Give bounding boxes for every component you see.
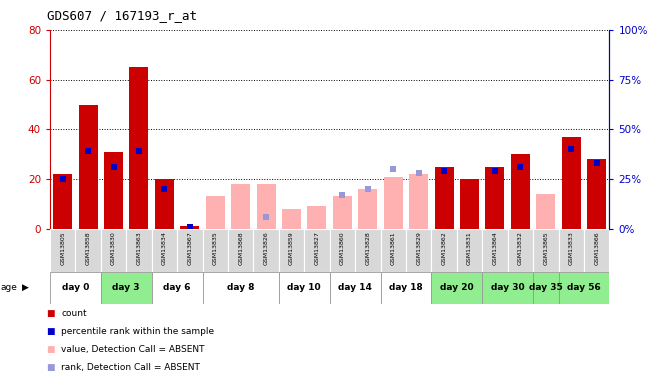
Text: GSM13862: GSM13862: [442, 231, 447, 265]
Text: GSM13866: GSM13866: [594, 231, 599, 264]
Bar: [587, 159, 606, 229]
Text: GSM13835: GSM13835: [212, 231, 218, 265]
Bar: [308, 206, 326, 229]
Text: GSM13858: GSM13858: [86, 231, 91, 264]
Text: ■: ■: [47, 345, 55, 354]
Text: ■: ■: [47, 309, 55, 318]
Bar: [533, 272, 559, 304]
Bar: [482, 229, 507, 272]
Bar: [536, 194, 555, 229]
Text: GSM13865: GSM13865: [543, 231, 548, 264]
Bar: [177, 229, 202, 272]
Text: GSM13830: GSM13830: [111, 231, 116, 265]
Bar: [304, 229, 330, 272]
Text: ■: ■: [47, 327, 55, 336]
Bar: [432, 229, 457, 272]
Bar: [559, 229, 584, 272]
Text: day 3: day 3: [113, 284, 140, 292]
Bar: [333, 196, 352, 229]
Bar: [228, 229, 253, 272]
Text: GSM13826: GSM13826: [264, 231, 268, 265]
Bar: [75, 229, 101, 272]
Text: day 20: day 20: [440, 284, 474, 292]
Bar: [231, 184, 250, 229]
Text: age: age: [1, 284, 17, 292]
Bar: [533, 229, 559, 272]
Bar: [104, 152, 123, 229]
Bar: [561, 137, 581, 229]
Text: GSM13860: GSM13860: [340, 231, 345, 264]
Bar: [155, 179, 174, 229]
Text: day 30: day 30: [491, 284, 525, 292]
Text: value, Detection Call = ABSENT: value, Detection Call = ABSENT: [61, 345, 204, 354]
Text: GSM13828: GSM13828: [366, 231, 370, 265]
Text: day 35: day 35: [529, 284, 563, 292]
Bar: [53, 174, 72, 229]
Bar: [380, 229, 406, 272]
Text: GSM13867: GSM13867: [187, 231, 192, 265]
Text: GSM13868: GSM13868: [238, 231, 243, 264]
Bar: [559, 272, 609, 304]
Text: rank, Detection Call = ABSENT: rank, Detection Call = ABSENT: [61, 363, 200, 372]
Bar: [406, 229, 432, 272]
Text: day 14: day 14: [338, 284, 372, 292]
Bar: [253, 229, 279, 272]
Bar: [202, 272, 279, 304]
Bar: [180, 226, 199, 229]
Text: day 18: day 18: [389, 284, 423, 292]
Bar: [384, 177, 403, 229]
Bar: [101, 229, 127, 272]
Text: day 0: day 0: [62, 284, 89, 292]
Bar: [584, 229, 609, 272]
Bar: [358, 189, 378, 229]
Bar: [206, 196, 224, 229]
Bar: [355, 229, 380, 272]
Text: GDS607 / 167193_r_at: GDS607 / 167193_r_at: [47, 9, 196, 22]
Bar: [432, 272, 482, 304]
Text: percentile rank within the sample: percentile rank within the sample: [61, 327, 214, 336]
Text: GSM13827: GSM13827: [314, 231, 320, 265]
Bar: [482, 272, 533, 304]
Bar: [50, 272, 101, 304]
Text: GSM13829: GSM13829: [416, 231, 421, 265]
Bar: [152, 229, 177, 272]
Text: GSM13834: GSM13834: [162, 231, 167, 265]
Text: day 56: day 56: [567, 284, 601, 292]
Text: GSM13863: GSM13863: [137, 231, 141, 265]
Bar: [152, 272, 202, 304]
Bar: [511, 154, 530, 229]
Bar: [330, 272, 380, 304]
Text: ▶: ▶: [22, 284, 29, 292]
Text: GSM13832: GSM13832: [518, 231, 523, 265]
Text: GSM13833: GSM13833: [569, 231, 573, 265]
Text: GSM13861: GSM13861: [391, 231, 396, 264]
Bar: [282, 209, 301, 229]
Bar: [79, 105, 98, 229]
Text: day 10: day 10: [288, 284, 321, 292]
Text: GSM13859: GSM13859: [289, 231, 294, 265]
Bar: [457, 229, 482, 272]
Bar: [460, 179, 479, 229]
Bar: [380, 272, 432, 304]
Bar: [330, 229, 355, 272]
Bar: [507, 229, 533, 272]
Bar: [256, 184, 276, 229]
Bar: [279, 229, 304, 272]
Bar: [279, 272, 330, 304]
Bar: [129, 67, 149, 229]
Bar: [202, 229, 228, 272]
Text: GSM13805: GSM13805: [60, 231, 65, 264]
Text: GSM13831: GSM13831: [467, 231, 472, 265]
Text: day 8: day 8: [227, 284, 254, 292]
Bar: [50, 229, 75, 272]
Text: count: count: [61, 309, 87, 318]
Bar: [127, 229, 152, 272]
Bar: [101, 272, 152, 304]
Text: day 6: day 6: [163, 284, 191, 292]
Bar: [409, 174, 428, 229]
Bar: [486, 166, 504, 229]
Text: GSM13864: GSM13864: [492, 231, 498, 265]
Text: ■: ■: [47, 363, 55, 372]
Bar: [434, 166, 454, 229]
